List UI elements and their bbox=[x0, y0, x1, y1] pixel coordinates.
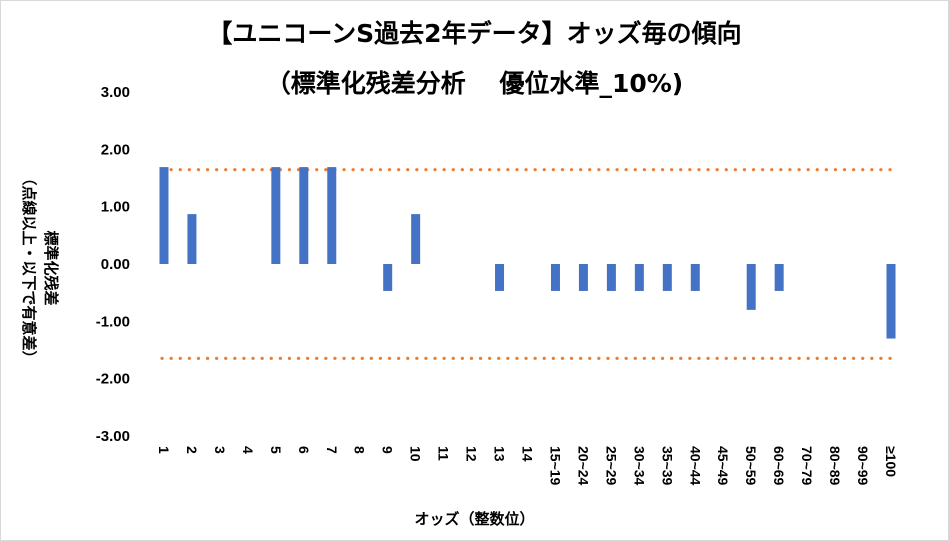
x-tick-label: 70~79 bbox=[799, 446, 815, 486]
x-tick-label: 2 bbox=[184, 446, 200, 454]
bar bbox=[383, 264, 393, 291]
bar bbox=[774, 264, 784, 291]
bar bbox=[886, 264, 896, 339]
x-tick-label: 8 bbox=[352, 446, 368, 454]
x-tick-label: 9 bbox=[380, 446, 396, 454]
bar bbox=[690, 264, 700, 291]
y-tick-label: -2.00 bbox=[96, 371, 130, 388]
bar bbox=[187, 214, 197, 264]
x-tick-label: 90~99 bbox=[855, 446, 871, 486]
bar bbox=[299, 167, 309, 264]
bars bbox=[159, 167, 896, 339]
reference-lines bbox=[160, 168, 897, 360]
bar bbox=[578, 264, 588, 291]
bar bbox=[495, 264, 505, 291]
x-tick-label: 13 bbox=[492, 446, 508, 462]
bar bbox=[271, 167, 281, 264]
bar bbox=[634, 264, 644, 291]
bar bbox=[411, 214, 421, 264]
bar bbox=[159, 167, 169, 264]
x-tick-label: ≥100 bbox=[883, 446, 899, 477]
x-tick-label: 1 bbox=[156, 446, 172, 454]
x-tick-label: 12 bbox=[464, 446, 480, 462]
x-tick-label: 10 bbox=[408, 446, 424, 462]
bar bbox=[662, 264, 672, 291]
x-tick-label: 11 bbox=[436, 446, 452, 461]
x-tick-label: 4 bbox=[240, 446, 256, 454]
bar bbox=[327, 167, 337, 264]
x-tick-label: 14 bbox=[520, 446, 536, 462]
x-tick-label: 35~39 bbox=[659, 446, 675, 486]
x-tick-label: 60~69 bbox=[771, 446, 787, 486]
x-tick-label: 80~89 bbox=[827, 446, 843, 486]
y-tick-label: -3.00 bbox=[96, 428, 130, 445]
y-tick-label: 0.00 bbox=[101, 256, 130, 273]
x-tick-label: 3 bbox=[212, 446, 228, 454]
x-tick-label: 45~49 bbox=[715, 446, 731, 486]
x-tick-label: 15~19 bbox=[547, 446, 563, 486]
y-tick-label: 3.00 bbox=[101, 84, 130, 101]
y-tick-label: -1.00 bbox=[96, 313, 130, 330]
x-axis-title: オッズ（整数位） bbox=[414, 510, 535, 528]
x-tick-label: 20~24 bbox=[575, 446, 591, 486]
bar bbox=[606, 264, 616, 291]
x-tick-label: 6 bbox=[296, 446, 312, 454]
x-tick-label: 50~59 bbox=[743, 446, 759, 486]
x-tick-label: 40~44 bbox=[687, 446, 703, 486]
chart-subtitle: （標準化残差分析 優位水準_10%) bbox=[265, 69, 684, 98]
x-tick-label: 25~29 bbox=[603, 446, 619, 486]
y-tick-labels: 3.00 2.00 1.00 0.00 -1.00 -2.00 -3.00 bbox=[96, 84, 130, 445]
y-tick-label: 2.00 bbox=[101, 141, 130, 158]
y-tick-label: 1.00 bbox=[101, 199, 130, 216]
x-tick-label: 30~34 bbox=[631, 446, 647, 486]
x-tick-label: 5 bbox=[268, 446, 284, 454]
x-tick-label: 7 bbox=[324, 446, 340, 454]
bar bbox=[550, 264, 560, 291]
chart-title: 【ユニコーンS過去2年データ】オッズ毎の傾向 bbox=[207, 19, 742, 48]
x-tick-labels: 1 2 3 4 5 6 7 8 9 10 11 12 13 14 15~19 20~24 25~29 30~34 3… bbox=[156, 446, 899, 486]
bar bbox=[746, 264, 756, 310]
